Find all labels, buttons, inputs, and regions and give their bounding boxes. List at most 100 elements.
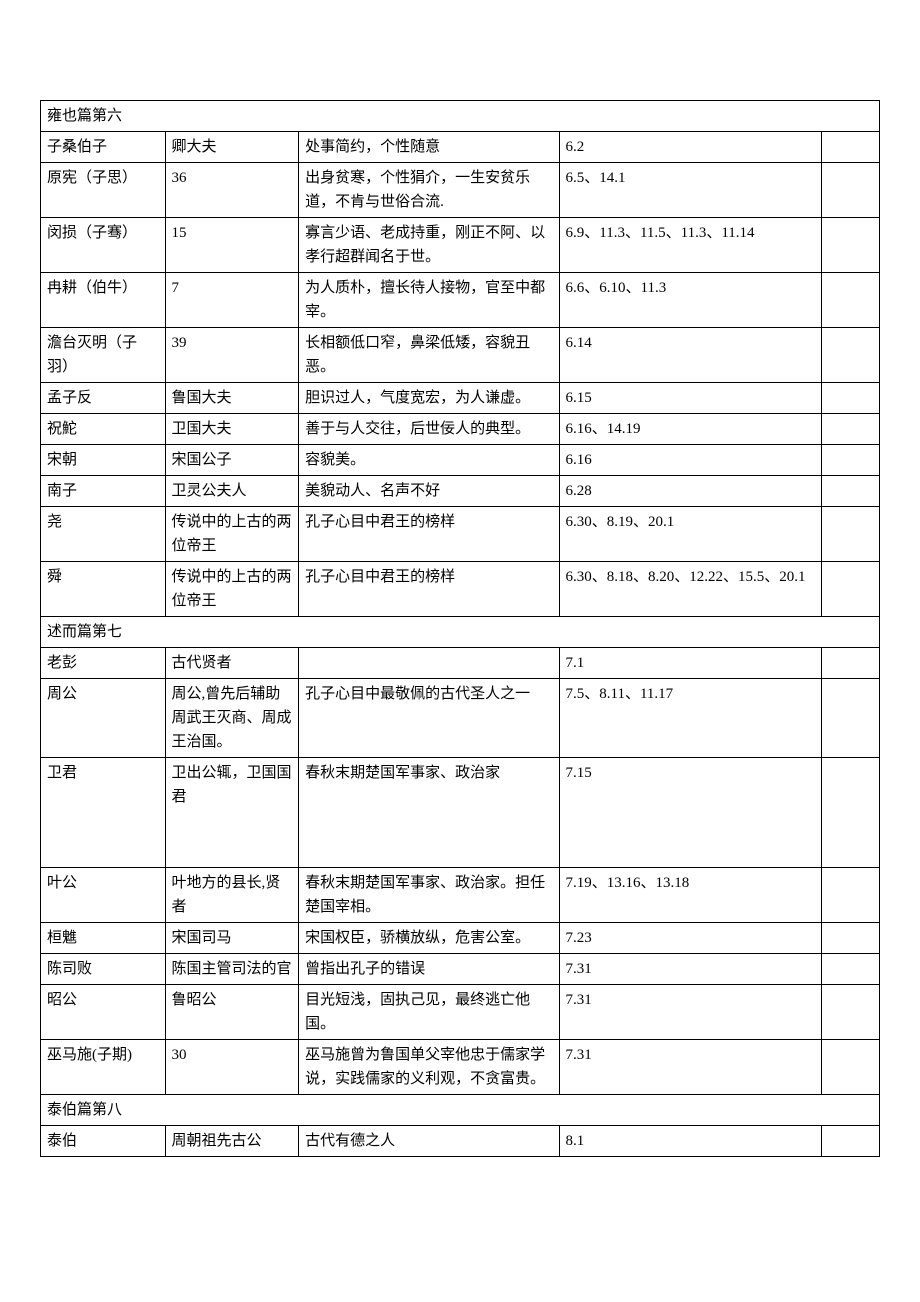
empty-cell	[821, 163, 879, 218]
empty-cell	[821, 218, 879, 273]
empty-cell	[821, 985, 879, 1040]
desc-cell	[299, 648, 559, 679]
section-label: 述而篇第七	[41, 617, 880, 648]
ref-cell: 6.6、6.10、11.3	[559, 273, 821, 328]
ref-cell: 6.16	[559, 445, 821, 476]
desc-cell: 巫马施曾为鲁国单父宰他忠于儒家学说，实践儒家的义利观，不贪富贵。	[299, 1040, 559, 1095]
desc-cell: 胆识过人，气度宽宏，为人谦虚。	[299, 383, 559, 414]
table-row: 宋朝宋国公子容貌美。6.16	[41, 445, 880, 476]
table-row: 老彭古代贤者 7.1	[41, 648, 880, 679]
name-cell: 南子	[41, 476, 166, 507]
empty-cell	[821, 648, 879, 679]
desc-cell: 古代有德之人	[299, 1126, 559, 1157]
ref-cell: 6.15	[559, 383, 821, 414]
empty-cell	[821, 476, 879, 507]
table-row: 桓魋宋国司马宋国权臣，骄横放纵，危害公室。7.23	[41, 923, 880, 954]
ref-cell: 7.31	[559, 1040, 821, 1095]
desc-cell: 为人质朴，擅长待人接物，官至中都宰。	[299, 273, 559, 328]
name-cell: 巫马施(子期)	[41, 1040, 166, 1095]
name-cell: 子桑伯子	[41, 132, 166, 163]
table-row: 卫君卫出公辄，卫国国君春秋末期楚国军事家、政治家7.15	[41, 758, 880, 868]
table-row: 泰伯周朝祖先古公古代有德之人8.1	[41, 1126, 880, 1157]
table-row: 闵损（子骞）15寡言少语、老成持重，刚正不阿、以孝行超群闻名于世。6.9、11.…	[41, 218, 880, 273]
ref-cell: 7.19、13.16、13.18	[559, 868, 821, 923]
desc-cell: 容貌美。	[299, 445, 559, 476]
desc-cell: 孔子心目中最敬佩的古代圣人之一	[299, 679, 559, 758]
ref-cell: 6.30、8.18、8.20、12.22、15.5、20.1	[559, 562, 821, 617]
reference-table: 雍也篇第六子桑伯子卿大夫处事简约，个性随意6.2原宪（子思）36出身贫寒，个性狷…	[40, 100, 880, 1157]
name-cell: 泰伯	[41, 1126, 166, 1157]
role-cell: 宋国司马	[165, 923, 299, 954]
table-row: 原宪（子思）36出身贫寒，个性狷介，一生安贫乐道，不肯与世俗合流.6.5、14.…	[41, 163, 880, 218]
ref-cell: 7.31	[559, 954, 821, 985]
empty-cell	[821, 868, 879, 923]
ref-cell: 6.16、14.19	[559, 414, 821, 445]
empty-cell	[821, 954, 879, 985]
empty-cell	[821, 1040, 879, 1095]
empty-cell	[821, 507, 879, 562]
role-cell: 36	[165, 163, 299, 218]
name-cell: 周公	[41, 679, 166, 758]
section-label: 雍也篇第六	[41, 101, 880, 132]
table-row: 孟子反鲁国大夫胆识过人，气度宽宏，为人谦虚。6.15	[41, 383, 880, 414]
table-row: 舜传说中的上古的两位帝王孔子心目中君王的榜样6.30、8.18、8.20、12.…	[41, 562, 880, 617]
desc-cell: 美貌动人、名声不好	[299, 476, 559, 507]
empty-cell	[821, 679, 879, 758]
desc-cell: 曾指出孔子的错误	[299, 954, 559, 985]
role-cell: 周公,曾先后辅助周武王灭商、周成王治国。	[165, 679, 299, 758]
name-cell: 祝鮀	[41, 414, 166, 445]
role-cell: 30	[165, 1040, 299, 1095]
role-cell: 卫国大夫	[165, 414, 299, 445]
desc-cell: 春秋末期楚国军事家、政治家。担任楚国宰相。	[299, 868, 559, 923]
name-cell: 闵损（子骞）	[41, 218, 166, 273]
name-cell: 尧	[41, 507, 166, 562]
table-row: 巫马施(子期)30巫马施曾为鲁国单父宰他忠于儒家学说，实践儒家的义利观，不贪富贵…	[41, 1040, 880, 1095]
section-label: 泰伯篇第八	[41, 1095, 880, 1126]
desc-cell: 善于与人交往，后世佞人的典型。	[299, 414, 559, 445]
table-row: 陈司败陈国主管司法的官曾指出孔子的错误7.31	[41, 954, 880, 985]
role-cell: 15	[165, 218, 299, 273]
empty-cell	[821, 1126, 879, 1157]
table-row: 冉耕（伯牛）7为人质朴，擅长待人接物，官至中都宰。6.6、6.10、11.3	[41, 273, 880, 328]
ref-cell: 8.1	[559, 1126, 821, 1157]
ref-cell: 7.1	[559, 648, 821, 679]
role-cell: 叶地方的县长,贤者	[165, 868, 299, 923]
empty-cell	[821, 445, 879, 476]
section-row: 述而篇第七	[41, 617, 880, 648]
role-cell: 39	[165, 328, 299, 383]
table-row: 南子卫灵公夫人美貌动人、名声不好6.28	[41, 476, 880, 507]
ref-cell: 6.30、8.19、20.1	[559, 507, 821, 562]
name-cell: 澹台灭明（子羽）	[41, 328, 166, 383]
ref-cell: 7.31	[559, 985, 821, 1040]
role-cell: 古代贤者	[165, 648, 299, 679]
name-cell: 宋朝	[41, 445, 166, 476]
name-cell: 原宪（子思）	[41, 163, 166, 218]
desc-cell: 目光短浅，固执己见，最终逃亡他国。	[299, 985, 559, 1040]
role-cell: 7	[165, 273, 299, 328]
ref-cell: 6.9、11.3、11.5、11.3、11.14	[559, 218, 821, 273]
empty-cell	[821, 414, 879, 445]
empty-cell	[821, 383, 879, 414]
role-cell: 陈国主管司法的官	[165, 954, 299, 985]
ref-cell: 6.5、14.1	[559, 163, 821, 218]
empty-cell	[821, 328, 879, 383]
empty-cell	[821, 273, 879, 328]
section-row: 泰伯篇第八	[41, 1095, 880, 1126]
ref-cell: 7.5、8.11、11.17	[559, 679, 821, 758]
desc-cell: 春秋末期楚国军事家、政治家	[299, 758, 559, 868]
table-row: 祝鮀卫国大夫善于与人交往，后世佞人的典型。6.16、14.19	[41, 414, 880, 445]
desc-cell: 宋国权臣，骄横放纵，危害公室。	[299, 923, 559, 954]
desc-cell: 孔子心目中君王的榜样	[299, 507, 559, 562]
name-cell: 老彭	[41, 648, 166, 679]
role-cell: 周朝祖先古公	[165, 1126, 299, 1157]
name-cell: 卫君	[41, 758, 166, 868]
role-cell: 鲁国大夫	[165, 383, 299, 414]
empty-cell	[821, 758, 879, 868]
ref-cell: 6.2	[559, 132, 821, 163]
role-cell: 传说中的上古的两位帝王	[165, 562, 299, 617]
ref-cell: 6.28	[559, 476, 821, 507]
name-cell: 叶公	[41, 868, 166, 923]
role-cell: 卫出公辄，卫国国君	[165, 758, 299, 868]
desc-cell: 出身贫寒，个性狷介，一生安贫乐道，不肯与世俗合流.	[299, 163, 559, 218]
section-row: 雍也篇第六	[41, 101, 880, 132]
